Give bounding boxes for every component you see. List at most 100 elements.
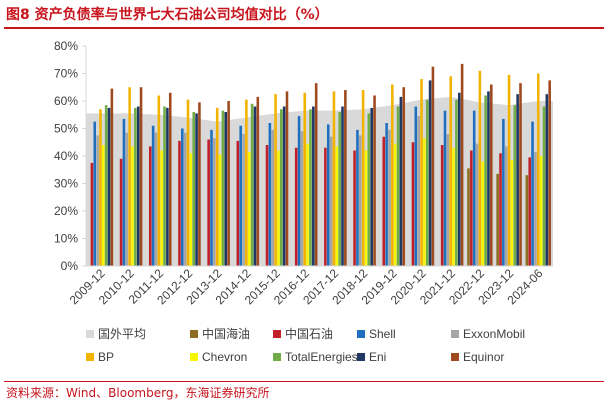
bar-Shell-2017-12	[326, 124, 330, 267]
bar-Equinor-2011-12	[168, 92, 172, 266]
y-tick-label: 70%	[54, 67, 78, 81]
bar-中国海油-2023-12	[496, 173, 499, 267]
bar-TotalEnergies-2017-12	[338, 112, 341, 266]
bar-ExxonMobil-2017-12	[329, 136, 333, 266]
bar-Chevron-2012-12	[189, 153, 193, 266]
bar-Eni-2020-12	[428, 80, 432, 267]
bar-ExxonMobil-2014-12	[242, 134, 245, 266]
bar-TotalEnergies-2011-12	[163, 106, 166, 266]
bar-Chevron-2013-12	[218, 154, 222, 267]
bar-BP-2011-12	[157, 95, 161, 266]
bar-Chevron-2022-12	[481, 161, 485, 266]
bar-ExxonMobil-2015-12	[271, 129, 275, 267]
y-tick-label: 20%	[54, 204, 78, 218]
legend-label: BP	[98, 350, 114, 364]
legend-item: Shell	[357, 327, 396, 341]
y-tick-label: 80%	[54, 39, 78, 53]
legend-item: Eni	[357, 350, 386, 364]
legend-item: 中国海油	[190, 326, 250, 341]
area-series-国外平均	[86, 96, 553, 266]
bar-BP-2013-12	[215, 107, 219, 267]
bar-Shell-2019-12	[385, 123, 388, 266]
bar-ExxonMobil-2024-06	[534, 151, 537, 267]
legend-label: Shell	[369, 327, 396, 341]
bar-Eni-2011-12	[166, 107, 169, 267]
bar-Eni-2018-12	[370, 107, 373, 267]
bar-Chevron-2021-12	[452, 147, 455, 266]
bar-中国石油-2015-12	[265, 145, 269, 266]
source-note: 资料来源：Wind、Bloomberg，东海证券研究所	[6, 386, 270, 400]
bar-TotalEnergies-2022-12	[484, 95, 487, 266]
bar-Shell-2010-12	[122, 118, 126, 267]
bar-ExxonMobil-2022-12	[475, 143, 479, 267]
legend-label: ExxonMobil	[463, 327, 525, 341]
legend-item: TotalEnergies	[273, 350, 358, 364]
legend-label: 国外平均	[98, 327, 146, 341]
bar-Equinor-2017-12	[344, 90, 347, 266]
bar-Shell-2022-12	[472, 110, 476, 267]
bar-BP-2017-12	[332, 91, 336, 267]
bar-BP-2012-12	[186, 99, 190, 267]
legend-item: ExxonMobil	[451, 327, 525, 341]
y-tick-label: 60%	[54, 94, 78, 108]
bar-TotalEnergies-2019-12	[396, 106, 400, 266]
legend-swatch	[190, 353, 198, 361]
bar-Chevron-2014-12	[247, 151, 251, 267]
bar-Eni-2010-12	[136, 106, 140, 266]
bar-Equinor-2014-12	[256, 96, 260, 267]
bar-Shell-2012-12	[181, 128, 184, 266]
bar-中国石油-2011-12	[148, 146, 152, 267]
legend-label: 中国石油	[285, 326, 333, 341]
legend-swatch	[451, 330, 459, 338]
bar-中国石油-2009-12	[90, 162, 94, 267]
bar-Eni-2023-12	[516, 94, 519, 267]
bar-ExxonMobil-2016-12	[300, 131, 304, 266]
bar-TotalEnergies-2016-12	[309, 109, 312, 266]
bar-Shell-2014-12	[239, 125, 242, 266]
legend-item: 中国石油	[273, 326, 333, 341]
bar-BP-2023-12	[507, 74, 511, 267]
bar-Eni-2024-06	[545, 94, 549, 267]
bar-ExxonMobil-2023-12	[504, 146, 508, 267]
bar-Eni-2016-12	[312, 106, 315, 266]
legend-item: Equinor	[451, 350, 504, 364]
bar-Chevron-2018-12	[364, 150, 368, 266]
bar-Shell-2020-12	[414, 106, 418, 266]
legend-label: TotalEnergies	[285, 350, 358, 364]
x-axis: 2009-122010-122011-122012-122013-122014-…	[67, 265, 553, 307]
bar-BP-2022-12	[478, 70, 482, 266]
legend-swatch	[451, 353, 459, 361]
bar-Chevron-2017-12	[335, 146, 339, 267]
bar-Chevron-2019-12	[393, 143, 397, 267]
bar-Eni-2022-12	[487, 91, 490, 267]
legend-swatch	[86, 330, 94, 338]
bar-TotalEnergies-2018-12	[367, 113, 371, 267]
bar-Equinor-2020-12	[431, 66, 435, 267]
bar-BP-2019-12	[391, 84, 394, 266]
bar-Chevron-2015-12	[277, 150, 280, 266]
bar-中国石油-2010-12	[119, 158, 123, 266]
y-tick-label: 0%	[61, 259, 79, 273]
bar-Chevron-2020-12	[423, 138, 426, 267]
bar-TotalEnergies-2014-12	[250, 103, 254, 266]
bar-Equinor-2018-12	[373, 95, 376, 266]
bar-TotalEnergies-2024-06	[542, 106, 546, 266]
bar-ExxonMobil-2019-12	[388, 129, 391, 267]
bar-Shell-2013-12	[210, 129, 213, 267]
bar-中国石油-2018-12	[353, 150, 356, 266]
legend-swatch	[273, 330, 281, 338]
bar-ExxonMobil-2013-12	[213, 138, 216, 267]
bar-Equinor-2015-12	[285, 91, 289, 267]
bar-Shell-2011-12	[151, 125, 155, 266]
legend-label: 中国海油	[202, 326, 250, 341]
bar-BP-2020-12	[420, 79, 423, 266]
y-tick-label: 40%	[54, 149, 78, 163]
bar-Shell-2009-12	[93, 121, 97, 267]
bar-Chevron-2016-12	[306, 143, 309, 267]
bar-Eni-2012-12	[195, 113, 198, 267]
bar-Chevron-2011-12	[160, 150, 163, 266]
bar-ExxonMobil-2010-12	[125, 132, 129, 267]
area-layer	[86, 96, 553, 266]
title-rule	[4, 27, 604, 29]
bar-TotalEnergies-2023-12	[513, 105, 517, 267]
